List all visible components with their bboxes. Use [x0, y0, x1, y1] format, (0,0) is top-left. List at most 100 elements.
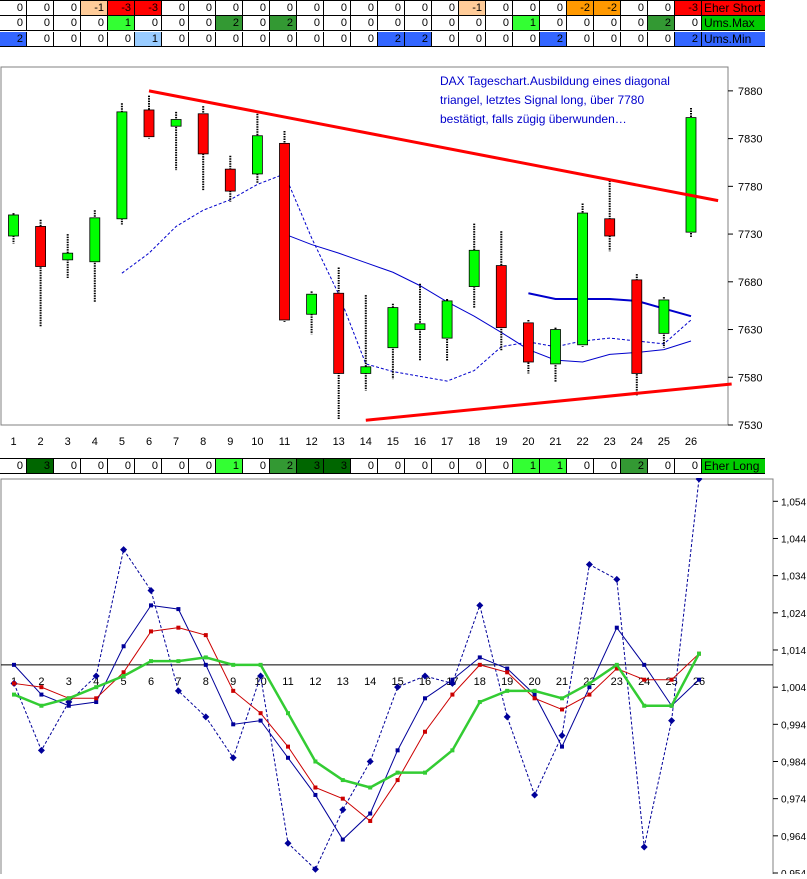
x-tick-label: 23 [611, 676, 623, 688]
series-marker [121, 670, 126, 675]
signal-cell: 0 [324, 16, 351, 31]
signal-row-label: Eher Short [702, 1, 765, 16]
candle-body [89, 217, 101, 263]
series-marker [284, 839, 292, 847]
signal-cell: 0 [162, 16, 189, 31]
x-tick-label: 15 [387, 436, 399, 446]
series-marker [66, 696, 71, 701]
signal-cell: 0 [486, 1, 513, 16]
candle-body [387, 307, 399, 349]
signal-cell: 0 [351, 1, 378, 16]
signal-cell: 0 [162, 1, 189, 16]
signal-cell: 0 [459, 16, 486, 31]
signal-row-ums-max: 0 0 0 0 1 0 0 0 2 0 2 0 0 0 0 0 0 0 0 1 0 0 0 0 2 0 Ums.Max [0, 16, 765, 32]
candle-body [577, 212, 588, 346]
candle-body [116, 111, 128, 220]
series-marker [12, 692, 16, 697]
series-marker [229, 754, 237, 762]
signal-cell: 0 [108, 32, 135, 47]
x-tick-label: 20 [528, 676, 540, 688]
signal-cell: -1 [459, 1, 486, 16]
candle-body [197, 113, 209, 155]
signal-cell: 0 [513, 32, 540, 47]
candle-body [279, 142, 290, 321]
y-tick-label: 0,954 [781, 869, 806, 874]
y-tick-label: 0,984 [781, 757, 806, 768]
candle-body [658, 299, 670, 334]
signal-cell: 0 [27, 1, 54, 16]
signal-cell: 3 [27, 459, 54, 474]
signal-cell: 0 [0, 16, 27, 31]
series-marker [37, 746, 45, 754]
signal-cell: 0 [243, 32, 270, 47]
signal-cell: 2 [270, 459, 297, 474]
series-marker [231, 662, 236, 667]
y-tick-label: 0,994 [781, 720, 806, 731]
signal-cell: 0 [567, 459, 594, 474]
series-marker [531, 791, 539, 799]
signal-cell: 0 [432, 16, 459, 31]
series-marker [174, 687, 182, 695]
signal-cell: -2 [594, 1, 621, 16]
signal-cell: 0 [540, 16, 567, 31]
series-marker [614, 625, 619, 630]
signal-cell: 0 [189, 459, 216, 474]
plot-area [0, 478, 774, 878]
signal-row-label: Eher Long [702, 459, 765, 474]
candlestick-chart-panel: 7530 7580 7630 7680 7730 7780 7830 7880 1 2 3 4 5 6 7 8… [0, 66, 807, 448]
series-marker [450, 692, 455, 697]
candle-body [333, 292, 345, 374]
series-marker [176, 625, 181, 630]
candle-body [414, 323, 426, 330]
y-tick-label: 1,034 [781, 572, 806, 583]
series-marker [12, 662, 16, 667]
ratio-series-line-3 [13, 627, 700, 822]
signal-cell: 0 [270, 32, 297, 47]
signal-cell: 1 [540, 459, 567, 474]
x-tick-label: 25 [658, 436, 670, 446]
x-tick-label: 4 [93, 676, 99, 688]
series-marker [121, 644, 126, 649]
signal-cell: 0 [27, 32, 54, 47]
signal-row-eher-short: 0 0 0 -1 -3 -3 0 0 0 0 0 0 0 0 0 0 0 -1 0 0 0 -2 -2 0 0 -3 Eher Sh… [0, 0, 765, 17]
signal-cell: 0 [378, 459, 405, 474]
signal-row-ums-min: 2 0 0 0 0 1 0 0 0 0 0 0 0 0 2 2 0 0 0 0 2 0 0 0 0 2 Ums.Min [0, 32, 765, 48]
series-marker [395, 770, 400, 775]
y-tick-label: 7830 [738, 134, 762, 146]
series-marker [313, 792, 318, 797]
signal-cell: 0 [243, 459, 270, 474]
signal-cell: 0 [540, 1, 567, 16]
series-marker [176, 659, 181, 664]
signal-cell: 0 [351, 16, 378, 31]
signal-cell: 0 [297, 32, 324, 47]
x-tick-label: 13 [333, 436, 345, 446]
series-marker [532, 696, 537, 701]
x-tick-label: 12 [309, 676, 321, 688]
series-marker [39, 703, 44, 708]
y-tick-label: 7530 [738, 420, 762, 432]
series-marker [613, 575, 621, 583]
signal-cell: 0 [189, 1, 216, 16]
series-marker [668, 717, 676, 725]
signal-cell: 0 [81, 459, 108, 474]
x-tick-label: 18 [474, 676, 486, 688]
series-marker [669, 703, 674, 708]
signal-cell: 0 [216, 1, 243, 16]
x-tick-label: 14 [360, 436, 372, 446]
signal-cell: 3 [324, 459, 351, 474]
signal-cell: -3 [675, 1, 702, 16]
signal-cell: 0 [486, 16, 513, 31]
series-marker [258, 711, 263, 716]
signal-cell: 0 [54, 459, 81, 474]
series-marker [423, 729, 427, 734]
series-marker [94, 700, 99, 705]
x-tick-label: 15 [391, 676, 403, 688]
signal-cell: -1 [81, 1, 108, 16]
moving-average-line-2 [284, 233, 692, 363]
signal-cell: 0 [135, 459, 162, 474]
series-marker [532, 688, 537, 693]
series-marker [340, 837, 345, 842]
series-marker [697, 651, 701, 656]
x-tick-label: 6 [146, 436, 152, 446]
signal-cell: 0 [459, 459, 486, 474]
